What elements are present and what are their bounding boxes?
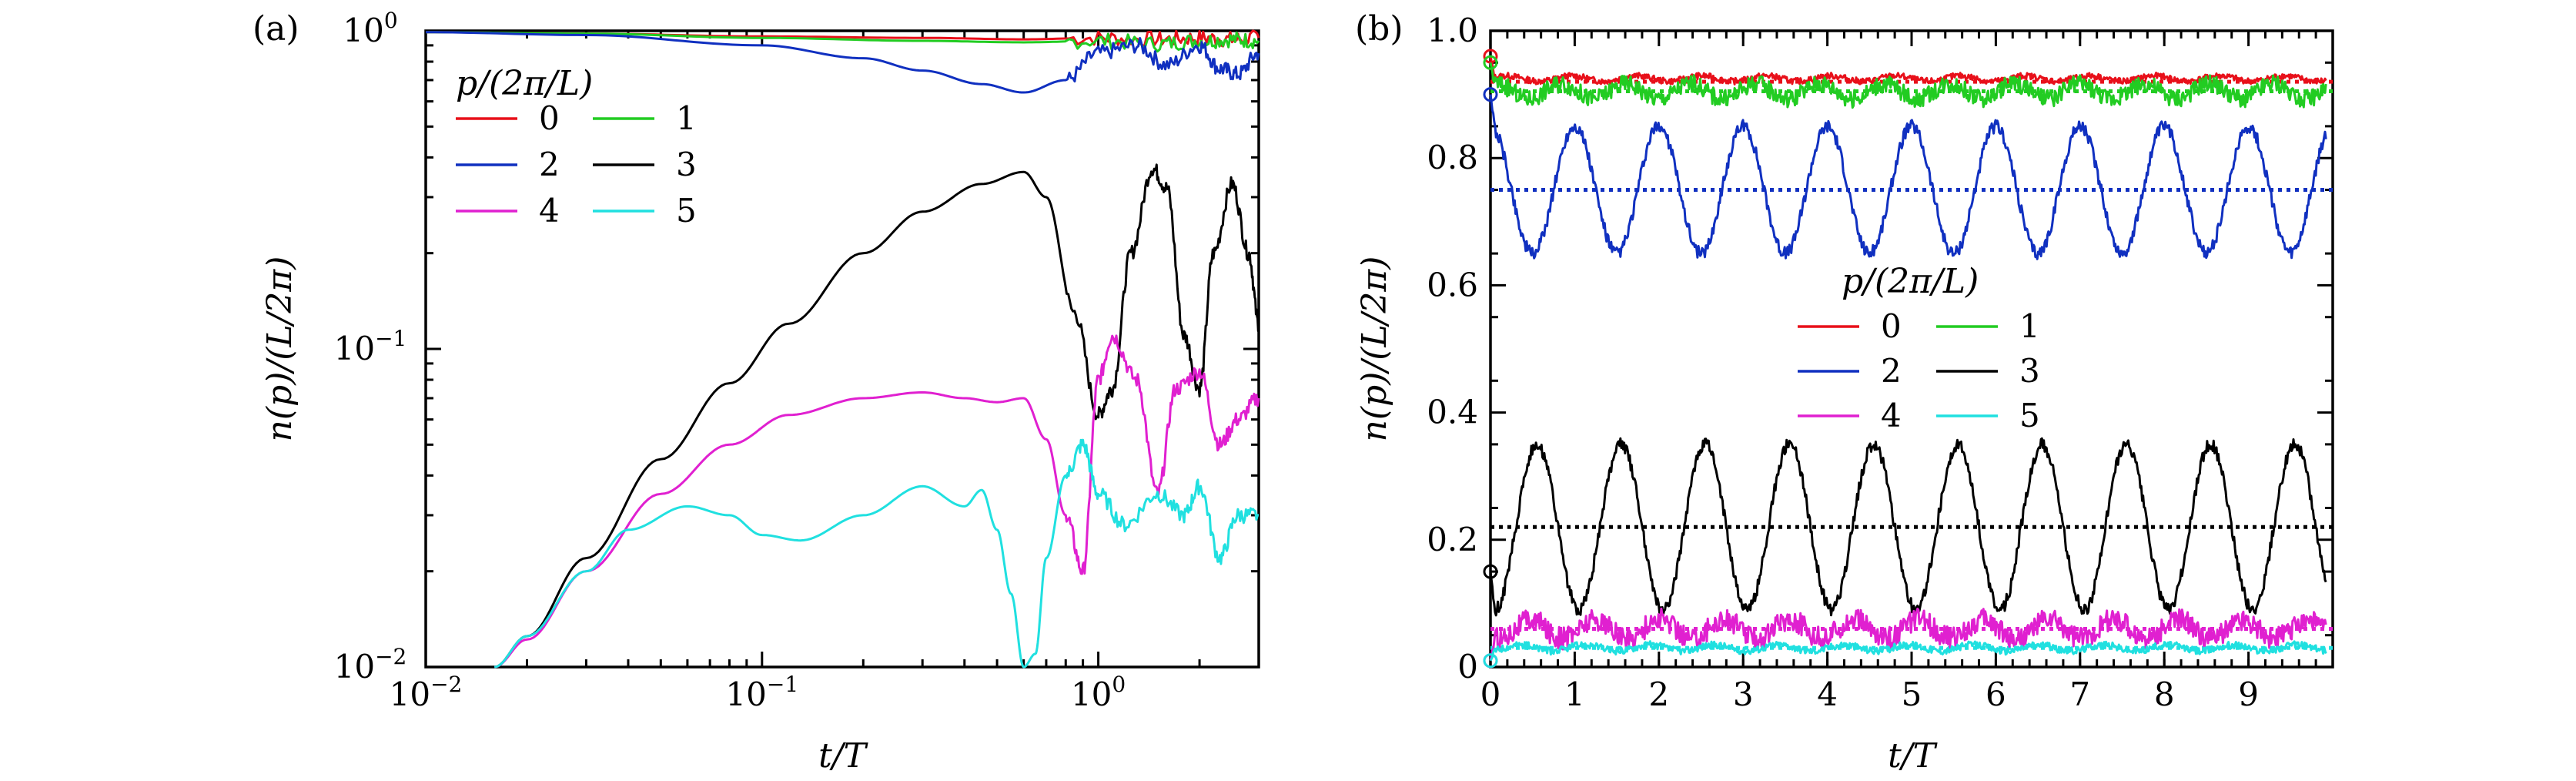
legend-entry-label: 4: [1881, 397, 1902, 434]
series-line-p2: [1489, 94, 2327, 260]
legend-entry-label: 4: [539, 192, 560, 230]
legend-entry-label: 5: [2019, 397, 2040, 434]
panel-b: (b) 0 1 2 3 4 5 6 7 8 900.20.40.60.81.0 p/(2π/L)0…: [1355, 9, 2334, 776]
panel-b-xlabel: t/T: [1888, 736, 1939, 776]
y-tick-label: 0.2: [1427, 521, 1478, 558]
initial-point-p0: [1483, 49, 1498, 64]
legend-title: p/(2π/L): [456, 64, 593, 103]
initial-point-p1: [1483, 55, 1498, 70]
initial-point-p3: [1483, 564, 1498, 579]
legend-entry-label: 3: [676, 146, 697, 183]
y-tick-label: 0: [1457, 648, 1478, 685]
y-tick-label: 10−2: [334, 644, 407, 685]
panel-b-ylabel: n(p)/(L/2π): [1355, 256, 1394, 442]
series-line-p4: [1489, 607, 2327, 662]
y-tick-label: 1.0: [1427, 12, 1478, 49]
panel-a-xlabel: t/T: [818, 736, 869, 776]
y-tick-label: 0.8: [1427, 139, 1478, 176]
x-tick-label: 100: [1071, 672, 1126, 713]
series-line-p2: [426, 31, 1260, 94]
y-tick-label: 100: [343, 8, 397, 49]
initial-point-p5: [1483, 653, 1498, 669]
legend-entry-label: 1: [676, 99, 697, 137]
panel-a-series: [426, 29, 1260, 669]
panel-a-label: (a): [253, 9, 299, 49]
x-tick-label: 9: [2238, 675, 2259, 713]
x-tick-label: 2: [1648, 675, 1669, 713]
panel-b-means: [1490, 79, 2333, 650]
series-line-p4: [494, 334, 1260, 669]
panel-b-ticks: 0 1 2 3 4 5 6 7 8 9 0 0.2 0.4 0.6 0.8 1.0: [1427, 12, 2334, 713]
legend-entry-label: 2: [1881, 352, 1902, 390]
y-tick-label: 0.4: [1427, 394, 1478, 431]
panel-b-frame: [1489, 29, 2334, 669]
legend-entry-label: 3: [2019, 352, 2040, 390]
legend-entry-label: 1: [2019, 307, 2040, 345]
x-tick-label: 0: [1480, 675, 1501, 713]
legend-title: p/(2π/L): [1842, 262, 1979, 301]
initial-point-p2: [1483, 87, 1498, 102]
legend-entry-label: 0: [1881, 307, 1902, 345]
series-line-p0: [1489, 55, 2327, 85]
series-line-p5: [494, 438, 1260, 669]
panel-b-series: [1483, 49, 2327, 669]
series-line-p1: [1489, 62, 2327, 109]
x-tick-label: 10−2: [390, 672, 463, 713]
series-line-p1: [426, 31, 1260, 53]
x-tick-label: 8: [2154, 675, 2175, 713]
series-line-p3: [494, 163, 1260, 669]
legend-entry-label: 5: [676, 192, 697, 230]
panel-a: (a) 10−2 10−1 100 10−2 10−1 100 p/(2π/L)0 1 2 3 4…: [253, 8, 1260, 776]
x-tick-label: 1: [1564, 675, 1585, 713]
series-line-p3: [1489, 437, 2327, 617]
legend-entry-label: 0: [539, 99, 560, 137]
x-tick-label: 7: [2069, 675, 2090, 713]
panel-a-ticks: 10−2 10−1 100 10−2 10−1 100: [334, 8, 1260, 713]
panel-b-label: (b): [1355, 9, 1403, 49]
x-tick-label: 3: [1733, 675, 1754, 713]
x-tick-label: 5: [1902, 675, 1922, 713]
panel-a-ylabel: n(p)/(L/2π): [260, 256, 299, 442]
x-tick-label: 10−1: [725, 672, 798, 713]
legend-entry-label: 2: [539, 146, 560, 183]
series-line-p5: [1489, 640, 2327, 662]
panel-a-legend: p/(2π/L)0 1 2 3 4 5: [456, 64, 697, 230]
x-tick-label: 4: [1817, 675, 1838, 713]
y-tick-label: 10−1: [334, 326, 407, 367]
x-tick-label: 6: [1986, 675, 2006, 713]
y-tick-label: 0.6: [1427, 266, 1478, 303]
panel-b-legend: p/(2π/L) 0 1 2 3 4 5: [1798, 262, 2040, 434]
